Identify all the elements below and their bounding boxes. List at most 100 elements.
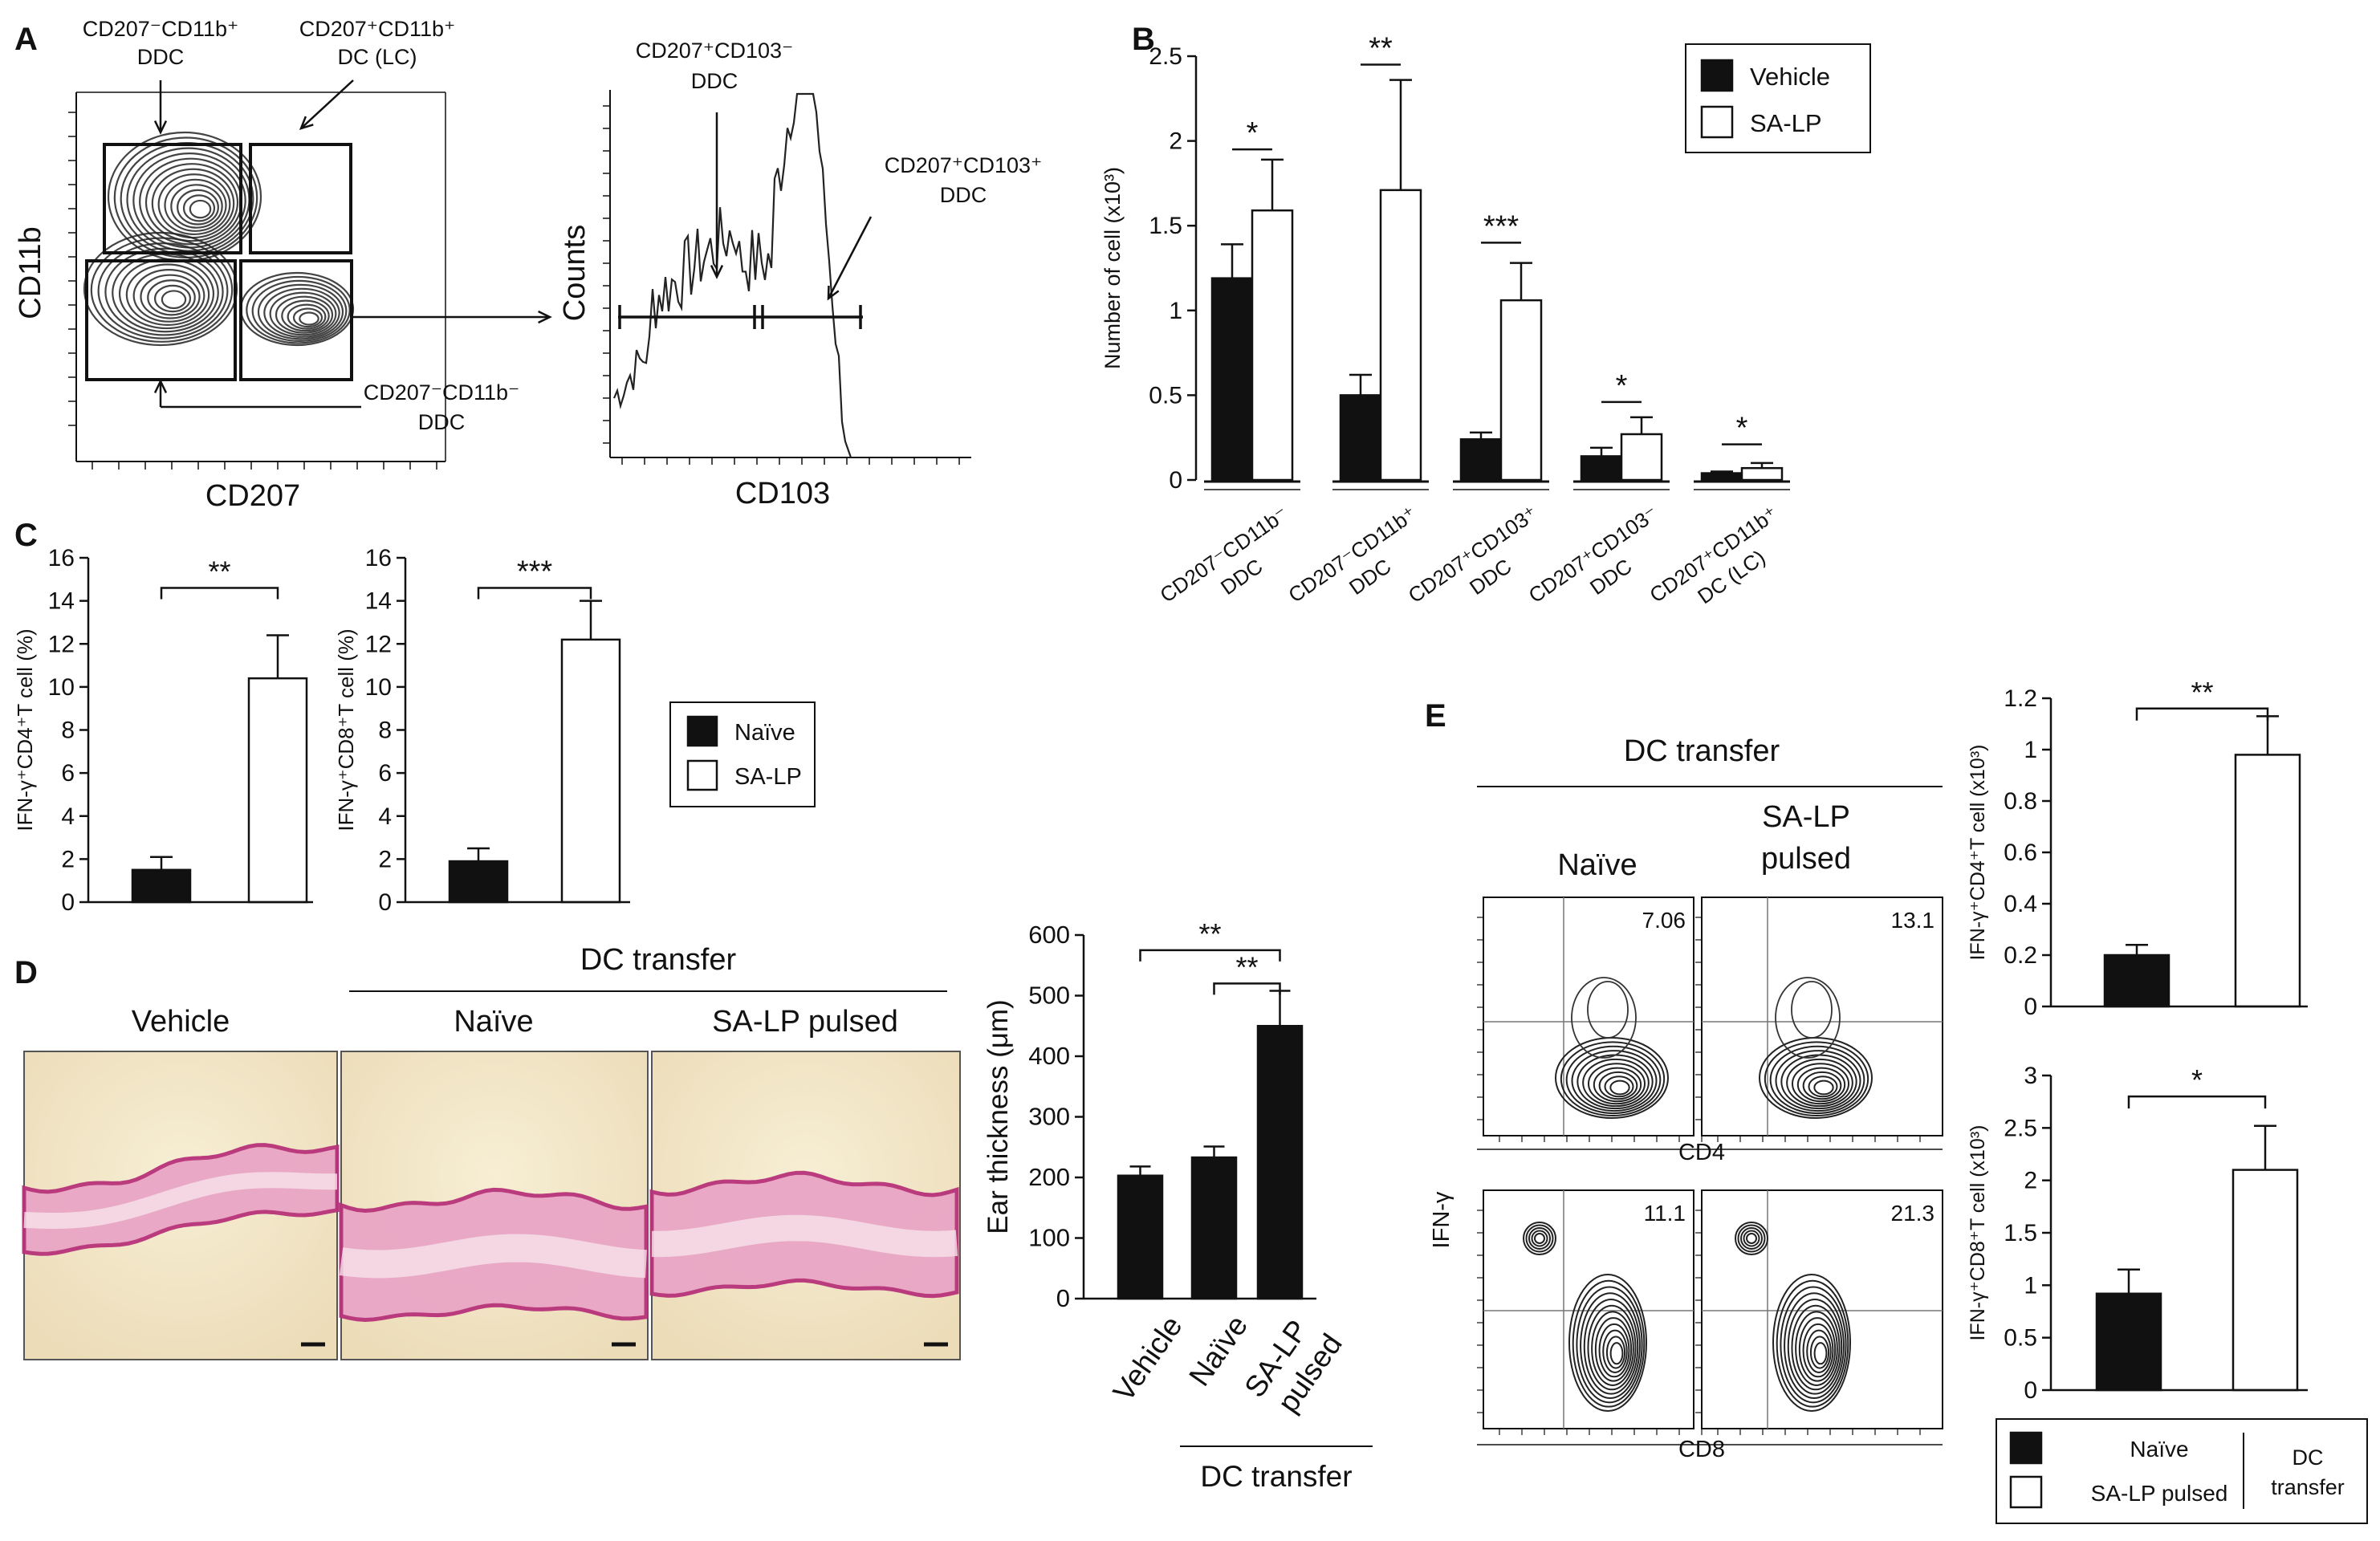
contour-population: [1813, 1080, 1834, 1096]
legend-group-label: DC: [2293, 1445, 2324, 1470]
legend-group-label: transfer: [2271, 1475, 2345, 1499]
percent-label: 21.3: [1891, 1201, 1935, 1226]
gate-cd207n-cd11bn: [85, 259, 237, 381]
contour-population: [1591, 1311, 1634, 1386]
y-tick-label: 0: [61, 889, 75, 916]
y-tick-label: 0: [1056, 1284, 1070, 1312]
panel-d-images: DC transfer Vehicle Naïve SA-LP pulsed: [22, 943, 961, 1360]
bar-SA-LP: [1379, 189, 1422, 482]
panel-letter-a: A: [14, 22, 38, 57]
gate-arrow-head: [153, 379, 168, 393]
gate-arrow: [300, 79, 354, 129]
chart-C1: 0 2 4 6 8 10 12 14 16 IFN-γ⁺CD4⁺T cell (%) **: [13, 545, 313, 916]
contour-population: [157, 173, 231, 236]
column-label: SA-LP: [1762, 800, 1850, 834]
y-tick-label: 100: [1028, 1224, 1070, 1252]
contour-population: [1588, 1063, 1646, 1105]
bar-ear-thickness: [1117, 1174, 1164, 1300]
contour-population: [1735, 1222, 1768, 1255]
flow-plot: [1483, 1189, 1694, 1429]
gate-arrow: [827, 216, 873, 299]
contour-population: [1565, 1045, 1662, 1115]
contour-population: [246, 275, 351, 344]
gate-label: DDC: [940, 183, 987, 207]
gate-label: DDC: [418, 410, 466, 434]
contour-population: [1587, 1304, 1637, 1391]
contour-population: [1802, 1071, 1842, 1100]
category-label: Vehicle: [1107, 1310, 1189, 1407]
bar-ear-thickness: [1190, 1156, 1238, 1300]
y-tick-label: 4: [378, 803, 392, 830]
bar-Naïve: [448, 860, 509, 904]
contour-population: [1594, 1317, 1633, 1382]
legend-label: SA-LP: [1750, 109, 1822, 137]
y-tick-label: 10: [48, 674, 75, 701]
legend-box: [1996, 1418, 2368, 1524]
flow-plot: [1483, 897, 1694, 1136]
hist-xlabel: CD103: [735, 477, 830, 510]
contour-population: [1609, 1080, 1630, 1096]
gate-lc: [249, 143, 352, 254]
contour-population: [1587, 981, 1629, 1039]
contour-population: [1813, 1342, 1828, 1365]
contour-population: [1737, 1224, 1766, 1253]
y-tick-label: 500: [1028, 982, 1070, 1010]
y-tick-label: 8: [378, 718, 392, 744]
contour-population: [299, 311, 319, 326]
contour-population: [1576, 1286, 1643, 1404]
contour-population: [1531, 1230, 1548, 1247]
bar-SA-LP: [1499, 299, 1543, 482]
legend-label: Vehicle: [1750, 63, 1830, 91]
panel-letter-e: E: [1425, 698, 1446, 734]
bar-SA-LP: [1620, 433, 1663, 482]
contour-population: [1525, 1224, 1554, 1253]
significance-bracket-stars: *: [2191, 1063, 2203, 1096]
legend-swatch: [2009, 1475, 2043, 1509]
contour-population: [1598, 1071, 1638, 1100]
contour-population: [125, 263, 210, 326]
y-tick-label: 0.5: [2004, 1325, 2037, 1352]
y-tick-label: 16: [365, 545, 392, 571]
contour-population: [1580, 1292, 1641, 1399]
bar-Vehicle: [1210, 277, 1254, 482]
significance-bracket: [1213, 982, 1281, 995]
contour-population: [1791, 981, 1833, 1039]
image-label: SA-LP pulsed: [712, 1005, 898, 1039]
contour-population: [1528, 1227, 1551, 1250]
contour-population: [1571, 1050, 1658, 1112]
contour-population: [1602, 1329, 1628, 1373]
significance-bracket-stars: **: [208, 555, 230, 588]
bar-SA-LP pulsed: [2232, 1169, 2299, 1392]
bar-SA-LP: [1740, 466, 1784, 482]
legend-label: SA-LP: [734, 764, 802, 790]
column-label: Naïve: [1557, 848, 1637, 882]
flow-xlabel: CD8: [1678, 1437, 1725, 1462]
contour-population: [292, 307, 323, 328]
contour-population: [287, 303, 327, 330]
y-tick-label: 6: [378, 760, 392, 787]
y-tick-label: 12: [48, 631, 75, 657]
contour-population: [1582, 1058, 1650, 1108]
significance-bracket: [2127, 1095, 2267, 1109]
bar-Vehicle: [1580, 455, 1623, 482]
y-axis-label: IFN-γ⁺CD8⁺T cell (%): [334, 628, 358, 831]
y-tick-label: 1: [2024, 737, 2037, 763]
contour-population: [1775, 1050, 1861, 1112]
cartilage-layer: [651, 1214, 958, 1258]
cartilage-layer: [339, 1234, 647, 1279]
legend-C: Naïve SA-LP: [669, 701, 816, 807]
y-tick-label: 1.5: [1149, 213, 1182, 239]
y-tick-label: 14: [48, 588, 75, 615]
flow-xlabel: CD4: [1678, 1140, 1725, 1165]
contour-population: [1740, 1227, 1763, 1250]
contour-population: [1791, 1304, 1841, 1391]
y-axis-label: Ear thickness (μm): [983, 999, 1014, 1234]
contour-population: [132, 268, 205, 323]
y-tick-label: 2: [61, 846, 75, 872]
contour-population: [251, 279, 348, 342]
contour-population: [263, 287, 340, 338]
contour-population: [1523, 1222, 1556, 1255]
significance-bracket: [160, 587, 279, 600]
bar-Vehicle: [1459, 438, 1503, 482]
